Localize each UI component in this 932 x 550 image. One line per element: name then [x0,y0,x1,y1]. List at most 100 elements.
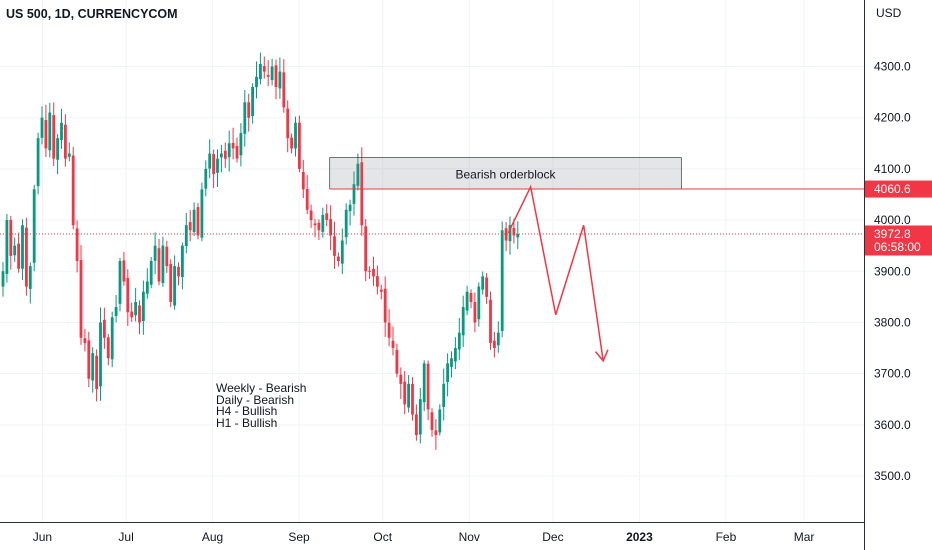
candle-body-down [298,122,301,169]
projection-arrowhead [594,349,609,363]
candle-body-down [25,227,28,287]
candle-body-down [360,162,364,226]
candle-body-up [348,204,352,212]
x-tick-label: Oct [373,530,392,544]
candle-body-up [454,348,457,362]
candle-body-down [138,305,141,323]
bias-note-h1: H1 - Bullish [216,415,278,430]
candle-body-up [270,66,274,81]
candle-body-up [220,153,223,158]
candle-body-up [294,122,297,149]
candle-body-down [75,228,79,262]
x-tick-label: Sep [288,530,310,544]
candle-body-down [504,228,508,241]
candle-body-down [126,277,130,313]
candle-body-down [223,150,227,159]
candle-body-down [235,146,239,159]
candlestick-series [1,52,520,450]
candle-body-down [169,264,173,302]
candle-body-down [317,222,321,231]
candle-body-up [181,245,184,277]
candle-body-up [239,133,243,156]
candle-body-up [204,168,208,189]
candle-body-down [512,227,516,236]
chart-title: US 500, 1D, CURRENCYCOM [6,7,178,21]
candle-body-up [5,220,9,275]
price-axis[interactable]: 3500.0 3600.0 3700.0 3800.0 3900.0 4000.0 4100… [874,60,911,484]
candle-body-up [118,261,122,304]
x-tick-label: Nov [459,530,480,544]
candle-body-up [508,225,512,242]
candle-body-down [290,137,293,149]
candle-body-down [403,381,407,405]
candle-body-up [450,358,453,367]
candle-body-down [177,266,180,277]
candle-body-down [368,270,371,272]
candle-body-up [227,143,231,158]
candle-body-down [165,246,169,267]
candle-body-up [457,332,461,350]
candle-body-down [434,430,438,436]
y-tick-label: 4000.0 [874,213,911,227]
orderblock-label: Bearish orderblock [455,168,556,182]
candle-body-down [485,277,488,297]
price-tag-value: 4060.6 [874,182,911,196]
candle-body-down [329,219,332,236]
candle-body-up [21,225,24,269]
candle-body-up [114,307,118,316]
price-tags: 4060.6 3972.806:58:00 [865,180,932,256]
projection-path[interactable] [507,184,604,361]
candle-body-down [364,226,368,272]
candle-body-up [145,281,149,294]
candle-body-up [60,122,63,141]
candle-body-down [17,243,20,269]
candle-body-up [418,399,422,435]
x-tick-label: Feb [716,530,737,544]
candle-body-up [32,189,36,263]
candle-body-down [83,338,87,343]
candle-body-down [196,207,200,236]
candle-body-down [231,142,235,149]
candle-body-down [489,299,492,343]
candle-body-down [130,311,134,318]
candle-body-up [352,184,356,204]
bias-note-daily: Daily - Bearish [216,392,295,407]
candle-body-down [79,259,83,338]
candle-body-up [91,353,95,381]
price-tag-box [865,225,932,256]
candle-body-up [259,63,262,80]
candle-body-up [184,225,188,247]
candle-body-down [106,337,110,359]
price-tag-box [865,180,932,198]
candle-body-down [376,276,379,287]
time-axis[interactable]: Jun Jul Aug Sep Oct Nov Dec 2023 Feb Mar [33,530,815,544]
candle-body-up [36,138,40,187]
y-tick-label: 4300.0 [874,60,911,74]
orderblock-box[interactable] [329,157,682,190]
candle-body-up [496,332,500,346]
candle-body-down [387,322,391,338]
candle-body-down [313,223,317,226]
candle-body-down [262,66,266,72]
x-tick-label: 2023 [626,530,653,544]
candle-body-up [161,245,165,284]
candle-body-up [56,138,59,160]
candle-body-up [67,153,71,157]
candle-body-up [173,266,176,306]
y-tick-label: 3500.0 [874,469,911,483]
candle-body-up [13,245,17,256]
candle-body-up [99,322,102,387]
y-tick-label: 4100.0 [874,162,911,176]
candle-body-down [383,288,387,323]
candle-body-up [142,291,145,322]
candle-body-down [9,220,13,256]
candle-body-up [278,71,282,89]
candle-body-down [469,292,473,302]
candle-body-up [48,112,52,151]
candle-body-down [305,188,309,210]
candle-body-down [415,414,418,436]
candle-body-up [344,209,348,238]
candle-body-up [28,266,32,289]
candle-body-up [481,276,485,290]
